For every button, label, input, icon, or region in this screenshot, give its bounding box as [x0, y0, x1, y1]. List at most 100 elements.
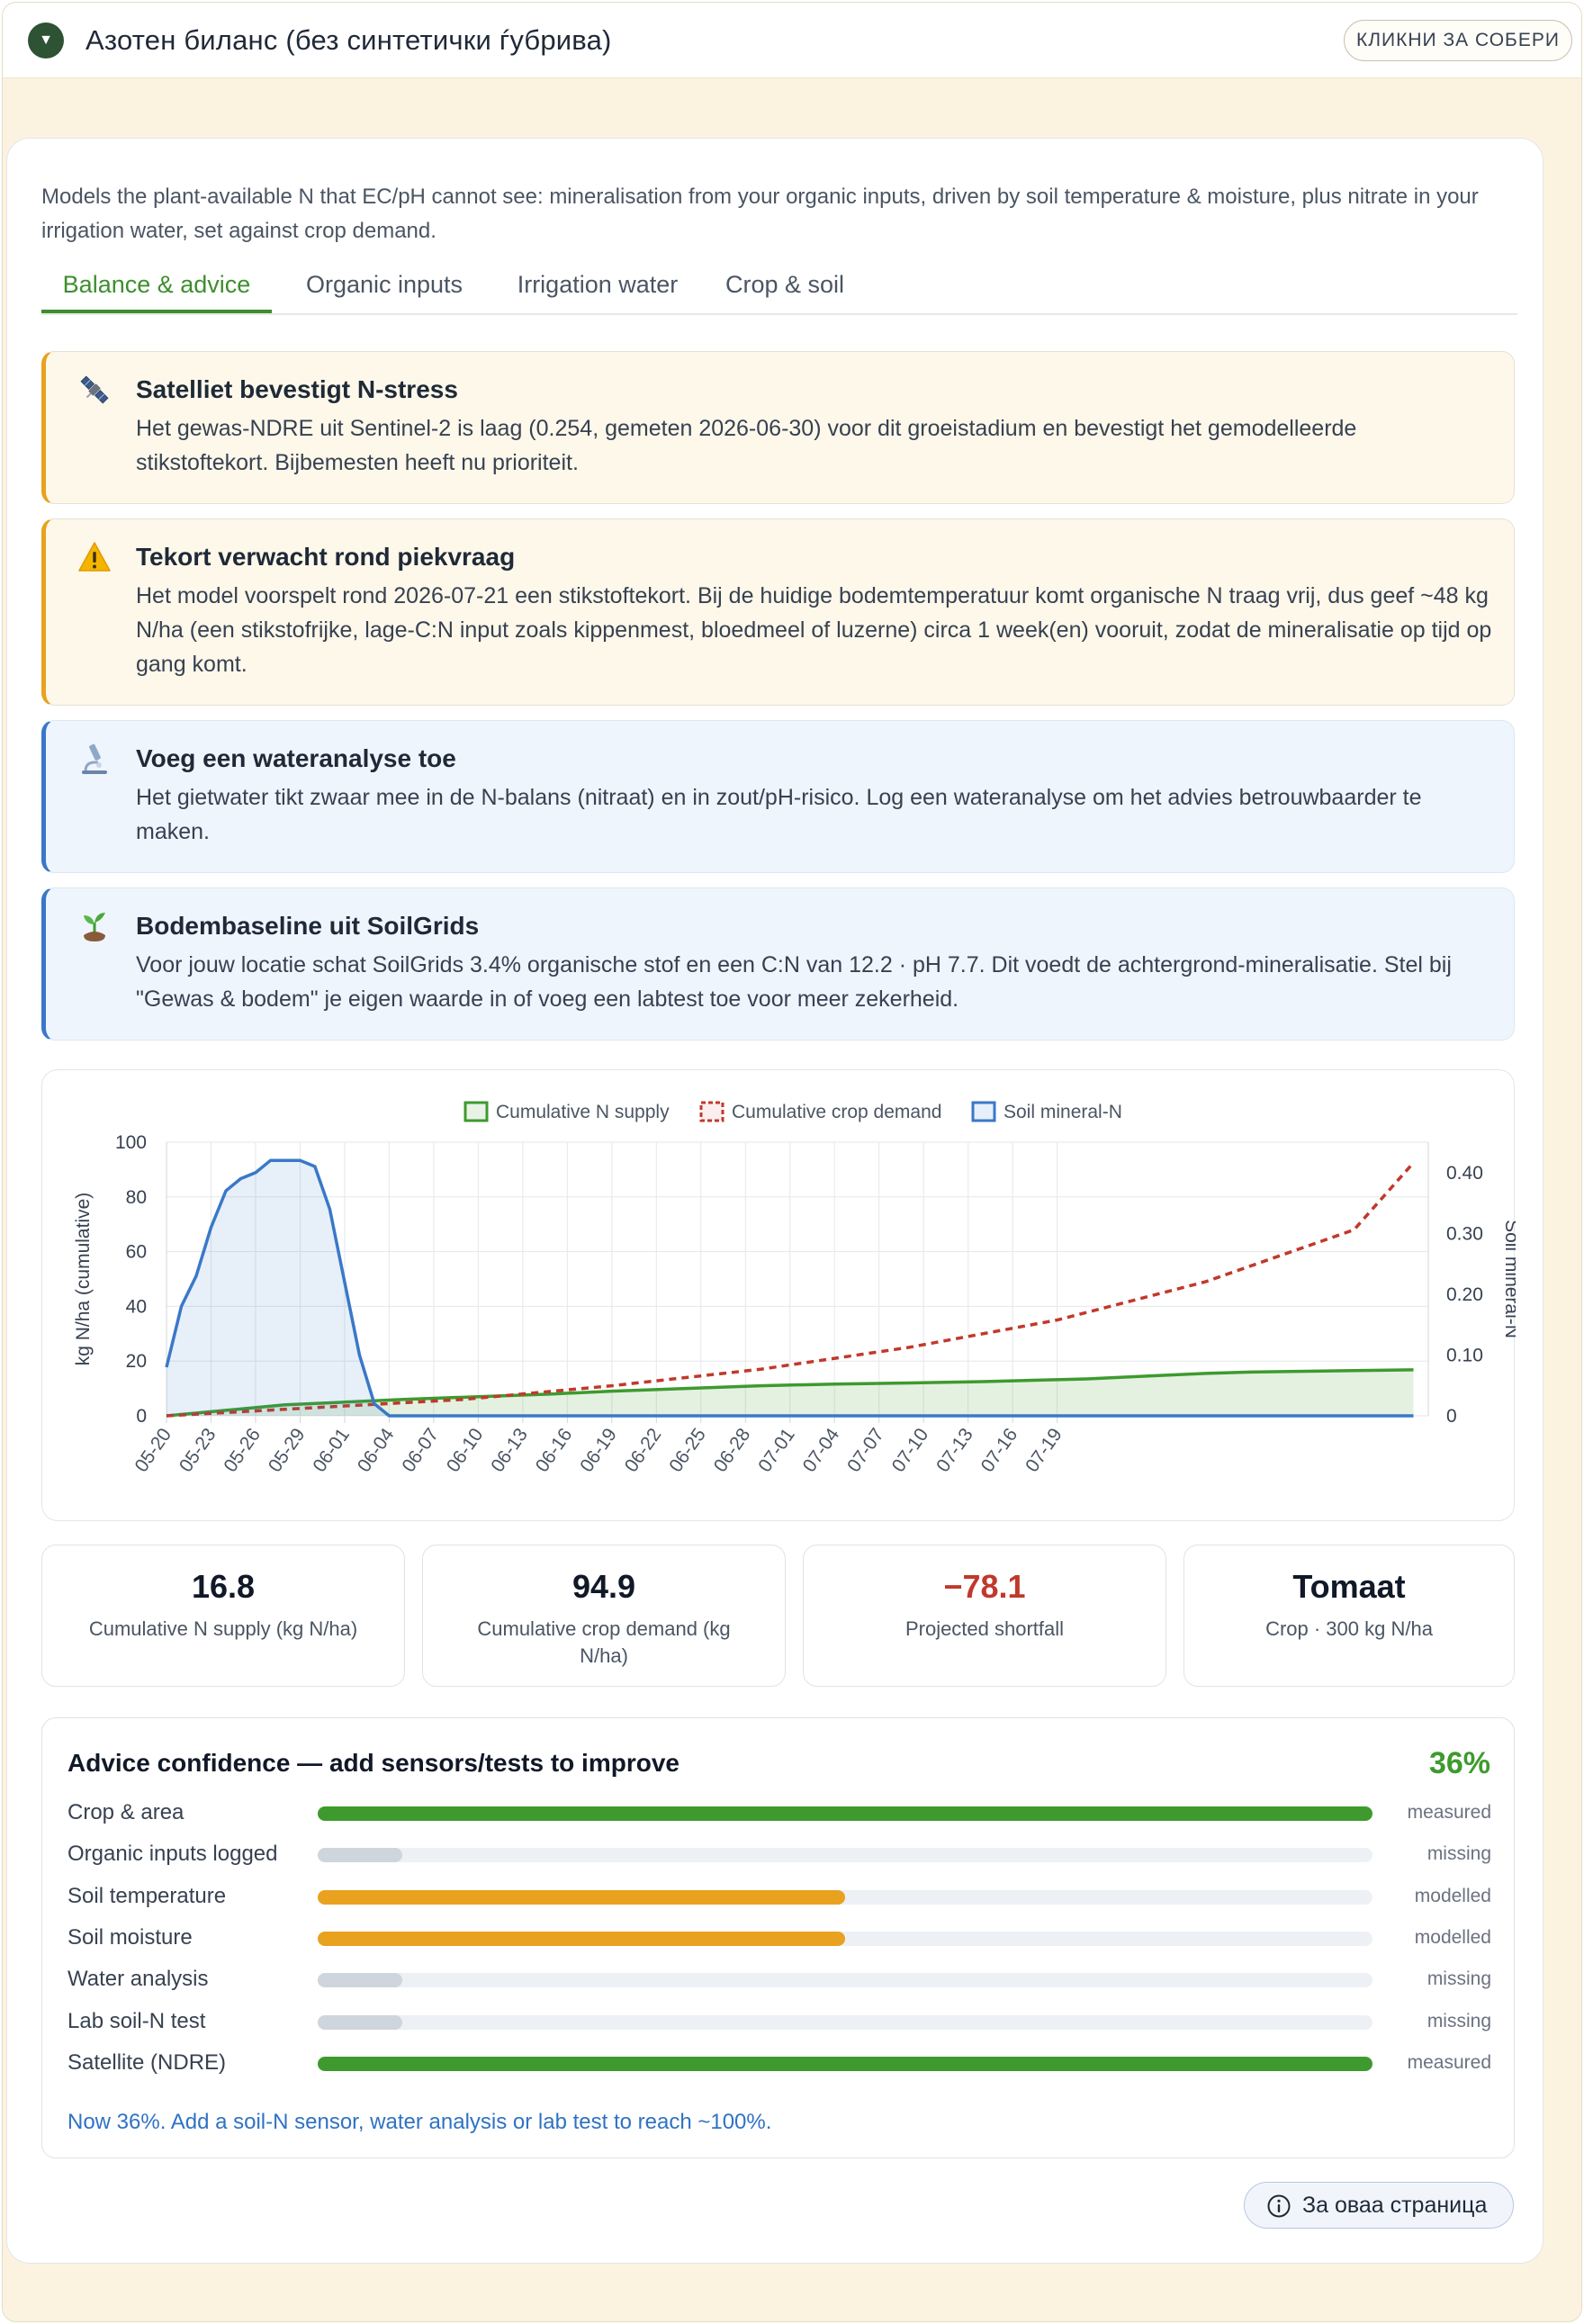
stat-label: Cumulative N supply (kg N/ha) [88, 1617, 358, 1640]
alert-title: Tekort verwacht rond piekvraag [136, 543, 516, 571]
confidence-row-label: Soil moisture [68, 1924, 193, 1950]
alert-soilgrids-baseline: Bodembaseline uit SoilGrids Voor jouw lo… [41, 887, 1515, 1040]
confidence-bar-fill [318, 2014, 402, 2030]
x-tick-label: 05-23 [176, 1425, 220, 1476]
confidence-row: Water analysis missing [68, 1964, 1491, 1995]
x-tick-label: 06-13 [487, 1425, 532, 1476]
confidence-row-status: measured [1407, 1802, 1491, 1823]
confidence-bar-fill [318, 2056, 1372, 2071]
alert-shortfall-expected: Tekort verwacht rond piekvraag Het model… [41, 518, 1515, 706]
y2-tick-label: 0.10 [1446, 1345, 1483, 1365]
stat-label: Cumulative crop demand (kg N/ha) [477, 1617, 731, 1667]
stat-value: 16.8 [191, 1568, 256, 1605]
widget-title: Азотен биланс (без синтетички ѓубрива) [86, 24, 612, 56]
confidence-bar-track [318, 1931, 1372, 1946]
confidence-bar-track [318, 1848, 1372, 1863]
n-balance-chart-card: 05-20 05-23 05-26 05-29 06-01 06-04 06-07 06-10… [41, 1069, 1516, 1521]
confidence-bar-fill [318, 1806, 1372, 1821]
confidence-bar-fill [318, 1889, 845, 1905]
confidence-bar-fill [318, 1848, 402, 1863]
confidence-row-label: Organic inputs logged [68, 1842, 278, 1867]
confidence-row-status: measured [1407, 2051, 1491, 2073]
x-tick-label: 06-22 [621, 1425, 666, 1476]
y2-tick-label: 0.30 [1446, 1223, 1483, 1244]
x-tick-label: 07-13 [932, 1425, 977, 1476]
confidence-note[interactable]: Now 36%. Add a soil-N sensor, water anal… [68, 2110, 772, 2134]
satellite-icon [80, 375, 109, 404]
confidence-row-status: modelled [1414, 1885, 1491, 1906]
x-tick-label: 06-07 [398, 1425, 443, 1476]
info-icon [1267, 2194, 1291, 2218]
confidence-bar-track [318, 1973, 1372, 1988]
series-area-2 [166, 1160, 1414, 1416]
x-tick-label: 07-07 [843, 1425, 888, 1476]
y-tick-label: 60 [126, 1242, 147, 1263]
confidence-row-label: Lab soil-N test [68, 2008, 206, 2033]
confidence-row-status: missing [1426, 2010, 1491, 2031]
collapse-chevron-icon[interactable]: ▼ [28, 23, 64, 59]
series-line-2 [165, 1158, 1414, 1418]
confidence-row-label: Crop & area [68, 1800, 184, 1824]
y-tick-label: 20 [126, 1351, 147, 1372]
x-tick-label: 06-04 [354, 1424, 399, 1475]
alert-title: Bodembaseline uit SoilGrids [136, 912, 480, 940]
y-tick-label: 40 [126, 1296, 147, 1317]
y-axis-title: kg N/ha (cumulative) [73, 1193, 94, 1366]
confidence-title: Advice confidence — add sensors/tests to… [68, 1749, 680, 1777]
x-tick-label: 07-01 [754, 1425, 799, 1476]
confidence-row-status: missing [1426, 1843, 1491, 1865]
series-area-0 [166, 1369, 1414, 1416]
stat-cards: 16.8 Cumulative N supply (kg N/ha) 94.9 … [41, 1545, 1515, 1687]
y2-tick-label: 0 [1446, 1406, 1457, 1427]
x-tick-label: 06-28 [710, 1425, 755, 1476]
x-tick-label: 06-16 [532, 1425, 577, 1476]
widget-header[interactable]: ▼ Азотен биланс (без синтетички ѓубрива)… [3, 3, 1581, 78]
tab-bar: Balance & advice Organic inputs Irrigati… [41, 268, 1517, 315]
confidence-row: Crop & area measured [68, 1797, 1491, 1828]
alert-title: Satelliet bevestigt N-stress [136, 375, 458, 403]
intro-text: Models the plant-available N that EC/pH … [41, 185, 1479, 243]
x-tick-label: 07-10 [888, 1425, 933, 1476]
confidence-row-status: modelled [1414, 1926, 1491, 1948]
confidence-bar-track [318, 2014, 1372, 2030]
tab-crop-soil[interactable]: Crop & soil [724, 271, 845, 298]
confidence-bar-fill [318, 1973, 402, 1988]
x-tick-label: 06-10 [443, 1425, 488, 1476]
x-tick-label: 05-26 [220, 1425, 265, 1476]
legend-label: Cumulative N supply [496, 1102, 670, 1122]
y2-tick-label: 0.40 [1446, 1163, 1483, 1184]
confidence-percent: 36% [1428, 1746, 1490, 1780]
legend-swatch [699, 1101, 724, 1122]
series-line-0 [166, 1368, 1414, 1418]
y-tick-label: 80 [126, 1187, 147, 1208]
alert-add-water-analysis: Voeg een wateranalyse toe Het gietwater … [41, 720, 1515, 873]
stat-card-crop-demand: 94.9 Cumulative crop demand (kg N/ha) [422, 1545, 786, 1687]
x-tick-label: 06-19 [576, 1425, 621, 1476]
confidence-row: Lab soil-N test missing [68, 2006, 1491, 2037]
confidence-row-label: Satellite (NDRE) [68, 2049, 227, 2075]
about-page-button[interactable]: За оваа страница [1244, 2182, 1514, 2229]
advice-confidence-card: Advice confidence — add sensors/tests to… [41, 1717, 1515, 2158]
content-panel: Models the plant-available N that EC/pH … [6, 138, 1544, 2264]
alert-title: Voeg een wateranalyse toe [136, 744, 456, 772]
legend-label: Cumulative crop demand [732, 1102, 941, 1122]
legend-swatch [464, 1101, 489, 1122]
microscope-icon [82, 743, 107, 774]
x-tick-label: 05-20 [130, 1425, 176, 1476]
confidence-row-label: Soil temperature [68, 1883, 227, 1908]
tab-organic-inputs[interactable]: Organic inputs [305, 271, 464, 298]
n-balance-chart: 05-20 05-23 05-26 05-29 06-01 06-04 06-07 06-10… [73, 1101, 1516, 1476]
y-tick-label: 100 [115, 1132, 147, 1153]
confidence-row: Soil moisture modelled [68, 1923, 1491, 1953]
x-tick-label: 06-01 [309, 1425, 354, 1476]
confidence-bar-track [318, 1889, 1372, 1905]
y-tick-label: 0 [136, 1406, 147, 1427]
tab-irrigation-water[interactable]: Irrigation water [517, 271, 679, 298]
alert-text: Het gietwater tikt zwaar mee in de N-bal… [136, 785, 1422, 844]
confidence-row-label: Water analysis [68, 1967, 209, 1992]
confidence-bar-fill [318, 1931, 845, 1946]
stat-value: 94.9 [572, 1568, 636, 1605]
collapse-button[interactable]: КЛИКНИ ЗА СОБЕРИ [1344, 20, 1572, 61]
tab-balance-advice[interactable]: Balance & advice [41, 268, 272, 313]
